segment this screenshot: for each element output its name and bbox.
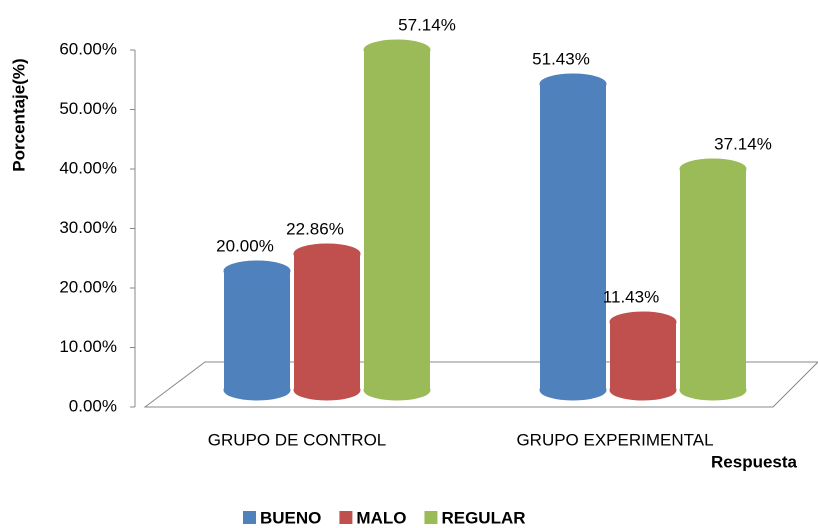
floor bbox=[143, 361, 818, 408]
y-tick-label: 10.00% bbox=[59, 337, 117, 356]
x-axis-label: Respuesta bbox=[711, 452, 798, 471]
cylinder-top bbox=[293, 243, 361, 265]
legend-label: MALO bbox=[356, 508, 406, 527]
legend-swatch bbox=[243, 511, 256, 524]
cylinder-top bbox=[609, 311, 677, 333]
y-tick-label: 30.00% bbox=[59, 218, 117, 237]
y-tick-label: 20.00% bbox=[59, 277, 117, 296]
cylinder-body bbox=[294, 253, 360, 390]
y-axis-label: Porcentaje(%) bbox=[9, 58, 28, 171]
legend-swatch bbox=[424, 511, 438, 524]
data-label: 20.00% bbox=[216, 236, 274, 255]
data-label: 22.86% bbox=[286, 219, 344, 238]
cylinder-top bbox=[539, 73, 607, 95]
y-tick-label: 50.00% bbox=[59, 99, 117, 118]
x-tick-label: GRUPO DE CONTROL bbox=[208, 430, 387, 449]
cylinder bbox=[363, 39, 431, 401]
cylinder bbox=[679, 158, 747, 401]
legend-swatch bbox=[339, 511, 353, 524]
data-label: 11.43% bbox=[603, 287, 659, 306]
data-label: 51.43% bbox=[532, 49, 590, 68]
data-label: 57.14% bbox=[398, 16, 456, 35]
data-label: 37.14% bbox=[714, 135, 772, 154]
y-tick-label: 40.00% bbox=[59, 158, 117, 177]
cylinder bbox=[539, 73, 607, 401]
cylinder-top bbox=[363, 39, 431, 61]
cylinder bbox=[223, 260, 291, 401]
cylinder-top bbox=[223, 260, 291, 282]
y-tick-label: 60.00% bbox=[59, 39, 117, 58]
cylinder-body bbox=[540, 83, 606, 390]
cylinder bbox=[293, 243, 361, 401]
cylinder-body bbox=[610, 321, 676, 390]
cylinder-body bbox=[364, 50, 430, 390]
cylinder-body bbox=[224, 271, 290, 390]
legend-label: BUENO bbox=[260, 508, 321, 527]
legend-label: REGULAR bbox=[441, 508, 525, 527]
cylinder-top bbox=[679, 158, 747, 180]
cylinder-body bbox=[680, 169, 746, 390]
y-tick-label: 0.00% bbox=[69, 396, 117, 415]
x-tick-label: GRUPO EXPERIMENTAL bbox=[516, 430, 713, 449]
cylinder bbox=[609, 311, 677, 401]
